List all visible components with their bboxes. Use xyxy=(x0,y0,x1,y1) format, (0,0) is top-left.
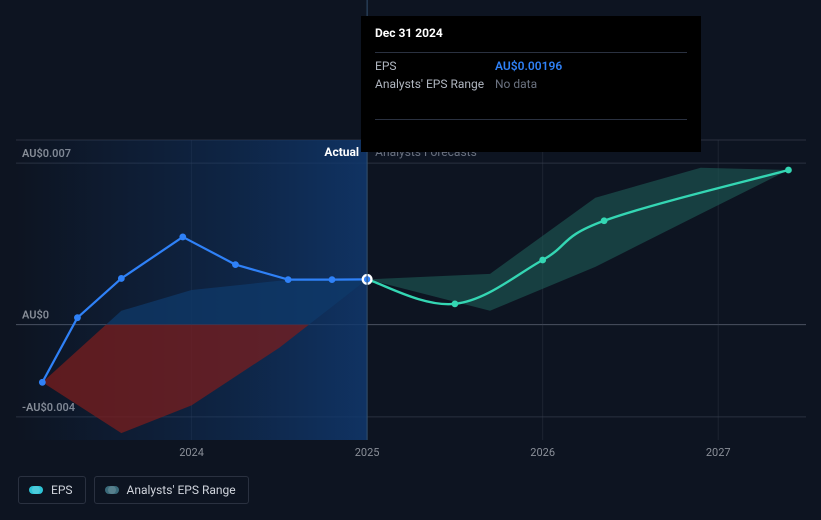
tooltip-eps-value: AU$0.00196 xyxy=(495,59,562,73)
svg-text:2025: 2025 xyxy=(355,446,380,459)
tooltip-separator xyxy=(375,52,687,53)
tooltip-range-value: No data xyxy=(495,77,537,91)
legend-label-range: Analysts' EPS Range xyxy=(127,483,236,497)
svg-text:2026: 2026 xyxy=(530,446,555,459)
legend-item-eps[interactable]: EPS xyxy=(18,476,86,504)
legend-label-eps: EPS xyxy=(51,483,73,497)
tooltip-row-eps: EPS AU$0.00196 xyxy=(375,57,687,75)
legend-swatch-range xyxy=(105,486,119,494)
chart-legend: EPS Analysts' EPS Range xyxy=(18,476,249,504)
tooltip-range-key: Analysts' EPS Range xyxy=(375,77,495,91)
legend-item-range[interactable]: Analysts' EPS Range xyxy=(94,476,249,504)
tooltip-date: Dec 31 2024 xyxy=(375,26,687,46)
legend-swatch-eps xyxy=(29,486,43,494)
tooltip-eps-key: EPS xyxy=(375,59,495,73)
tooltip-separator-bottom xyxy=(375,119,687,120)
chart-tooltip: Dec 31 2024 EPS AU$0.00196 Analysts' EPS… xyxy=(361,16,701,152)
tooltip-row-range: Analysts' EPS Range No data xyxy=(375,75,687,93)
svg-text:Actual: Actual xyxy=(324,145,359,159)
svg-text:2027: 2027 xyxy=(706,446,731,459)
svg-text:2024: 2024 xyxy=(179,446,204,459)
